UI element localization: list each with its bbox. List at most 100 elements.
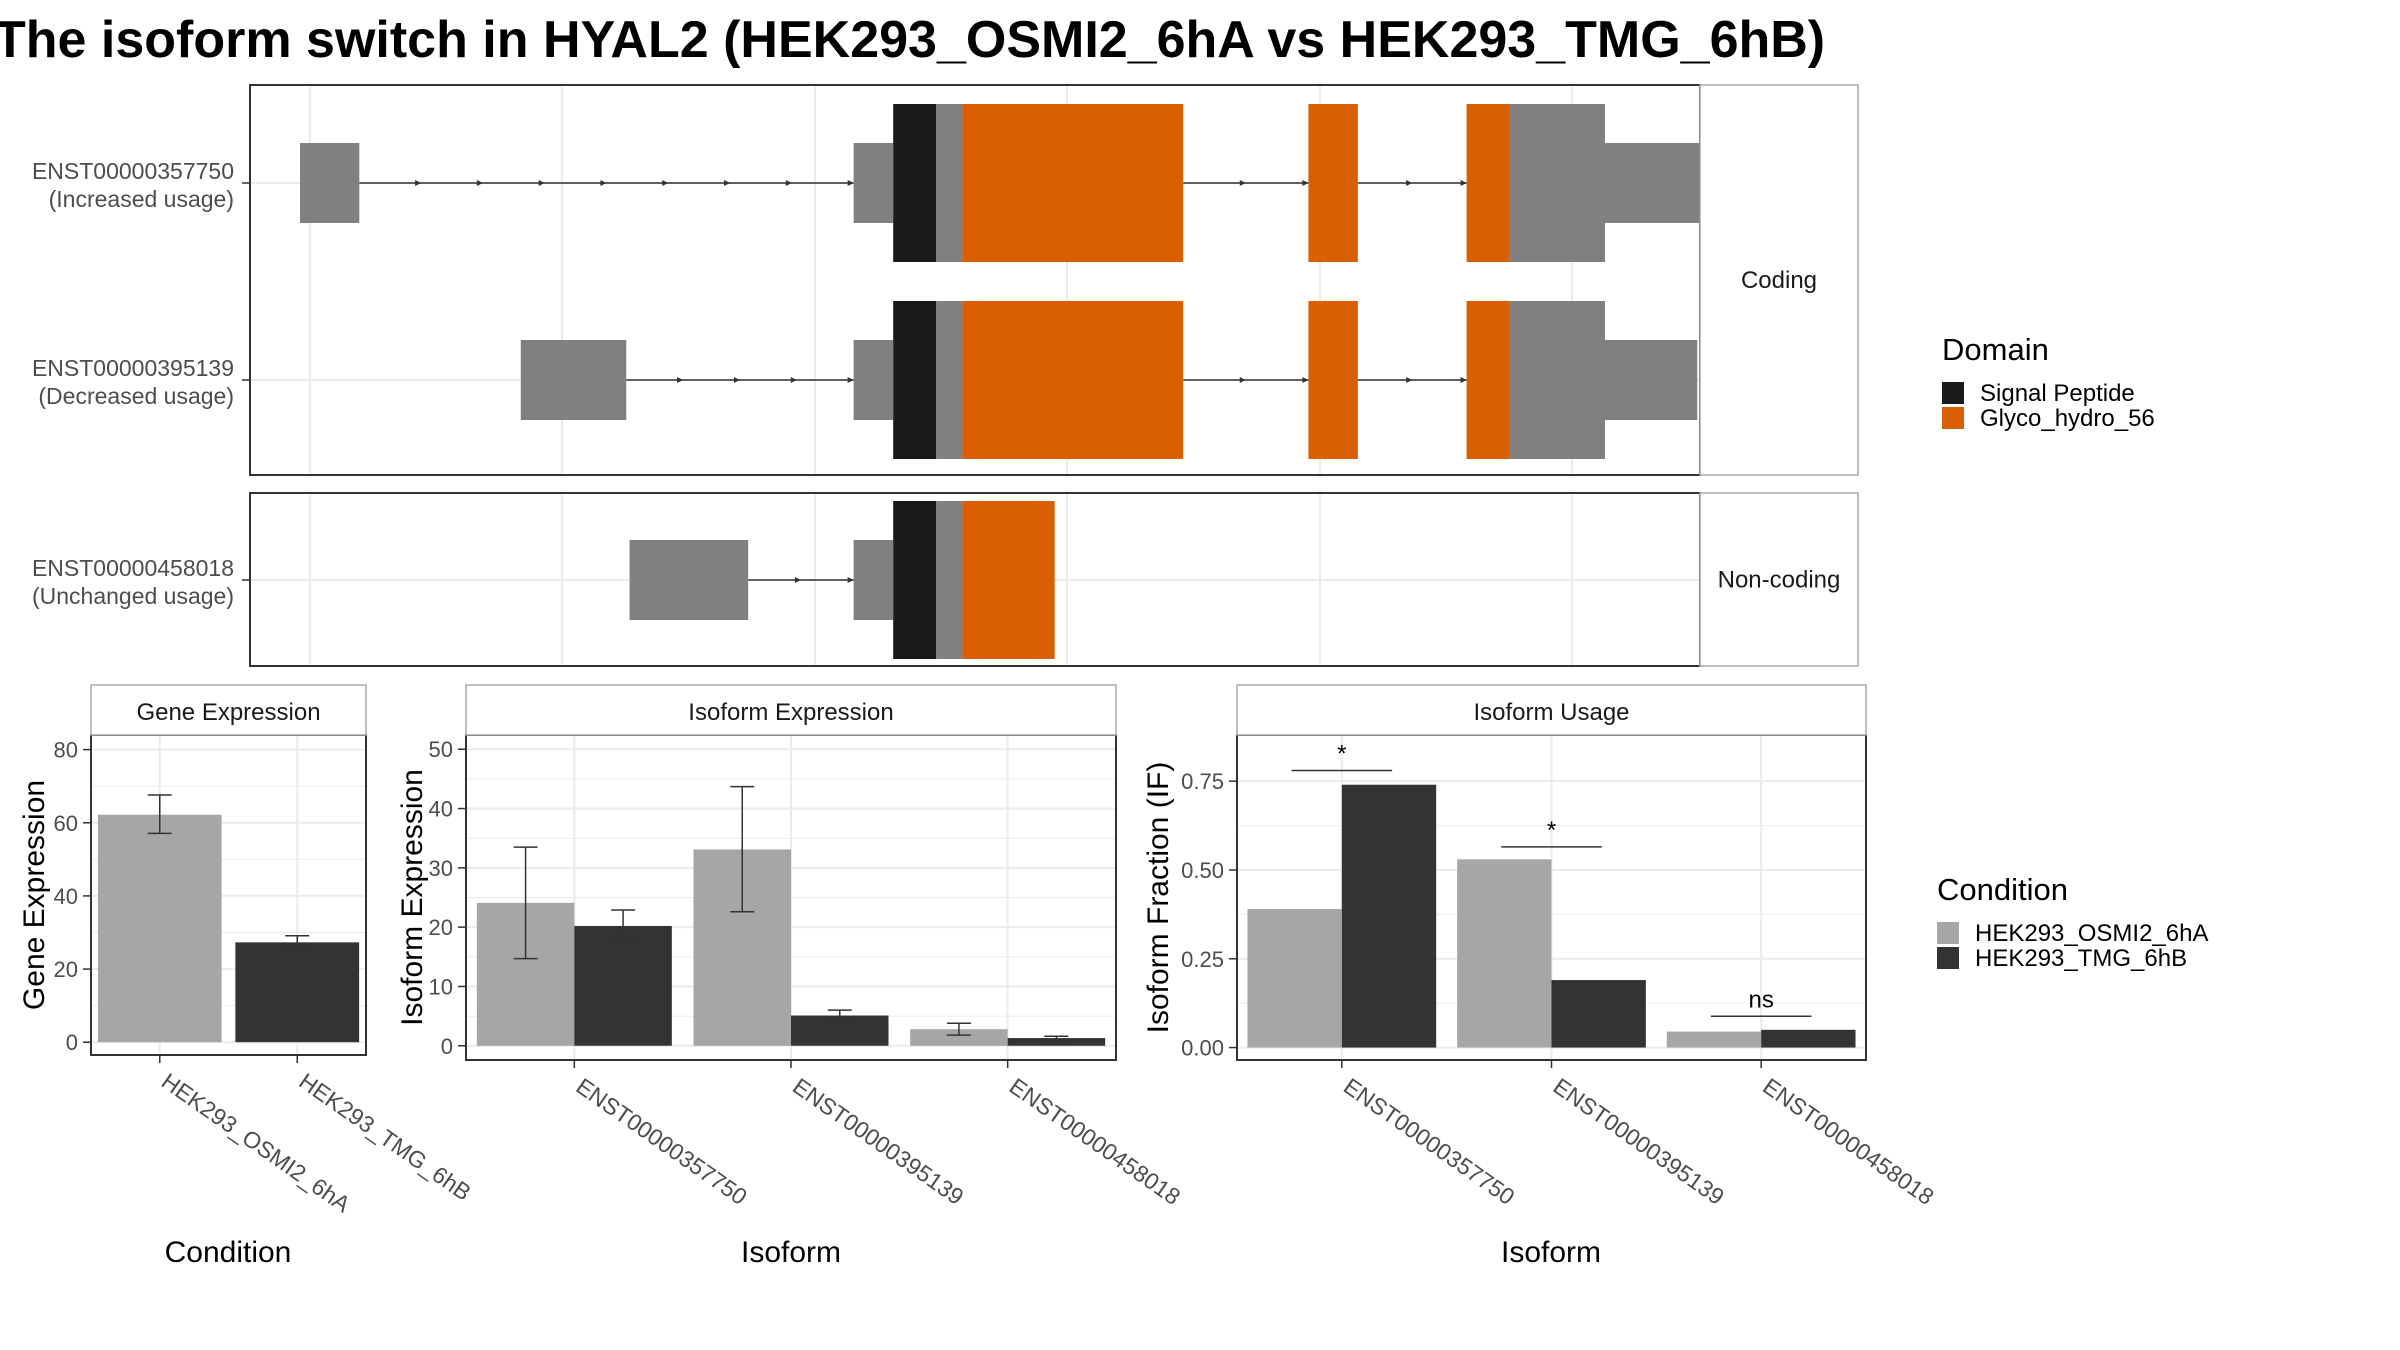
domain-legend-label: Signal Peptide <box>1980 380 2135 407</box>
exon-block <box>853 540 894 620</box>
y-tick-label: 0 <box>441 1034 453 1059</box>
exon-block <box>893 301 937 459</box>
bar <box>1551 980 1646 1048</box>
isoform-usage-label: (Increased usage) <box>49 186 234 212</box>
x-tick-label: ENST00000357750 <box>571 1073 751 1210</box>
exon-block <box>936 501 963 659</box>
structure-strip-label: Coding <box>1741 267 1817 294</box>
exon-block <box>1466 104 1510 262</box>
significance-label: * <box>1337 741 1346 768</box>
intron-arrow-icon <box>677 377 684 383</box>
y-axis-title: Isoform Expression <box>396 769 429 1026</box>
exon-block <box>962 501 1055 659</box>
intron-arrow-icon <box>662 180 669 186</box>
domain-legend-title: Domain <box>1942 332 2049 367</box>
y-tick-label: 0.00 <box>1181 1036 1224 1061</box>
intron-arrow-icon <box>1239 180 1246 186</box>
structure-strip <box>1699 492 1859 667</box>
transcript-structure-plot: ENST00000357750(Increased usage) ENST0000… <box>32 84 1859 667</box>
expression-bar-charts: Gene Expression020406080HEK293_OSMI2_6hA… <box>18 684 1939 1269</box>
isoform-label: ENST00000395139 <box>32 355 234 381</box>
intron-arrow-icon <box>600 180 607 186</box>
bar-strip <box>1236 684 1867 736</box>
intron-arrow-icon <box>1239 377 1246 383</box>
domain-legend-label: Glyco_hydro_56 <box>1980 405 2155 432</box>
bar <box>910 1029 1008 1046</box>
intron-arrow-icon <box>1302 180 1309 186</box>
bar <box>1457 859 1552 1048</box>
exon-block <box>893 501 937 659</box>
intron-arrow-icon <box>785 180 792 186</box>
bar-strip-label: Gene Expression <box>136 699 320 726</box>
y-tick-label: 60 <box>54 811 78 836</box>
x-tick-label: ENST00000458018 <box>1758 1073 1938 1210</box>
x-axis-title: Condition <box>165 1236 292 1269</box>
intron-arrow-icon <box>847 377 854 383</box>
x-tick-label: ENST00000395139 <box>1549 1073 1729 1210</box>
intron-arrow-icon <box>1460 180 1467 186</box>
x-tick-label: ENST00000395139 <box>788 1073 968 1210</box>
exon-block <box>520 340 627 420</box>
bar-strip-label: Isoform Expression <box>688 699 893 726</box>
bar <box>574 925 672 1046</box>
significance-label: * <box>1547 817 1556 844</box>
exon-block <box>1308 301 1358 459</box>
y-tick-label: 0.25 <box>1181 947 1224 972</box>
exon-block <box>962 104 1184 262</box>
exon-block <box>853 340 894 420</box>
y-tick-label: 20 <box>54 957 78 982</box>
bar <box>1761 1029 1856 1048</box>
y-axis-title: Isoform Fraction (IF) <box>1142 762 1175 1034</box>
exon-block <box>936 104 963 262</box>
intron-arrow-icon <box>415 180 422 186</box>
bar <box>1007 1038 1106 1046</box>
condition-legend-label: HEK293_OSMI2_6hA <box>1975 920 2208 947</box>
y-tick-label: 0.75 <box>1181 769 1224 794</box>
condition-legend-label: HEK293_TMG_6hB <box>1975 945 2187 972</box>
y-tick-label: 40 <box>429 797 453 822</box>
exon-block <box>1509 301 1605 459</box>
exon-block <box>1308 104 1358 262</box>
bar <box>1247 909 1342 1048</box>
exon-block <box>893 104 937 262</box>
x-tick-label: ENST00000357750 <box>1339 1073 1519 1210</box>
intron-arrow-icon <box>724 180 731 186</box>
exon-block <box>1605 340 1698 420</box>
exon-block <box>629 540 749 620</box>
bar <box>1666 1031 1762 1048</box>
bar <box>235 942 360 1043</box>
y-tick-label: 10 <box>429 974 453 999</box>
structure-strip <box>1699 84 1859 476</box>
condition-legend-swatch <box>1937 947 1959 969</box>
exon-block <box>300 143 360 223</box>
isoform-usage-label: (Unchanged usage) <box>32 583 234 609</box>
exon-block <box>1466 301 1510 459</box>
y-axis-title: Gene Expression <box>18 780 51 1010</box>
exon-block <box>853 143 894 223</box>
y-tick-label: 0.50 <box>1181 858 1224 883</box>
y-tick-label: 20 <box>429 915 453 940</box>
x-axis-title: Isoform <box>1501 1236 1601 1269</box>
y-tick-label: 0 <box>66 1030 78 1055</box>
figure-title: The isoform switch in HYAL2 (HEK293_OSMI… <box>0 11 1825 69</box>
intron-arrow-icon <box>794 577 801 583</box>
y-tick-label: 30 <box>429 856 453 881</box>
exon-block <box>1605 143 1704 223</box>
intron-arrow-icon <box>847 180 854 186</box>
structure-strip-label: Non-coding <box>1718 567 1841 594</box>
x-axis-title: Isoform <box>741 1236 841 1269</box>
exon-block <box>1509 104 1605 262</box>
intron-arrow-icon <box>1406 180 1413 186</box>
bar-strip <box>90 684 367 736</box>
domain-legend-swatch <box>1942 382 1964 404</box>
exon-block <box>962 301 1184 459</box>
exon-block <box>936 301 963 459</box>
x-tick-label: ENST00000458018 <box>1005 1073 1185 1210</box>
isoform-usage-label: (Decreased usage) <box>38 383 234 409</box>
bar <box>97 814 222 1043</box>
isoform-label: ENST00000357750 <box>32 158 234 184</box>
intron-arrow-icon <box>538 180 545 186</box>
intron-arrow-icon <box>847 577 854 583</box>
condition-legend-title: Condition <box>1937 872 2068 907</box>
